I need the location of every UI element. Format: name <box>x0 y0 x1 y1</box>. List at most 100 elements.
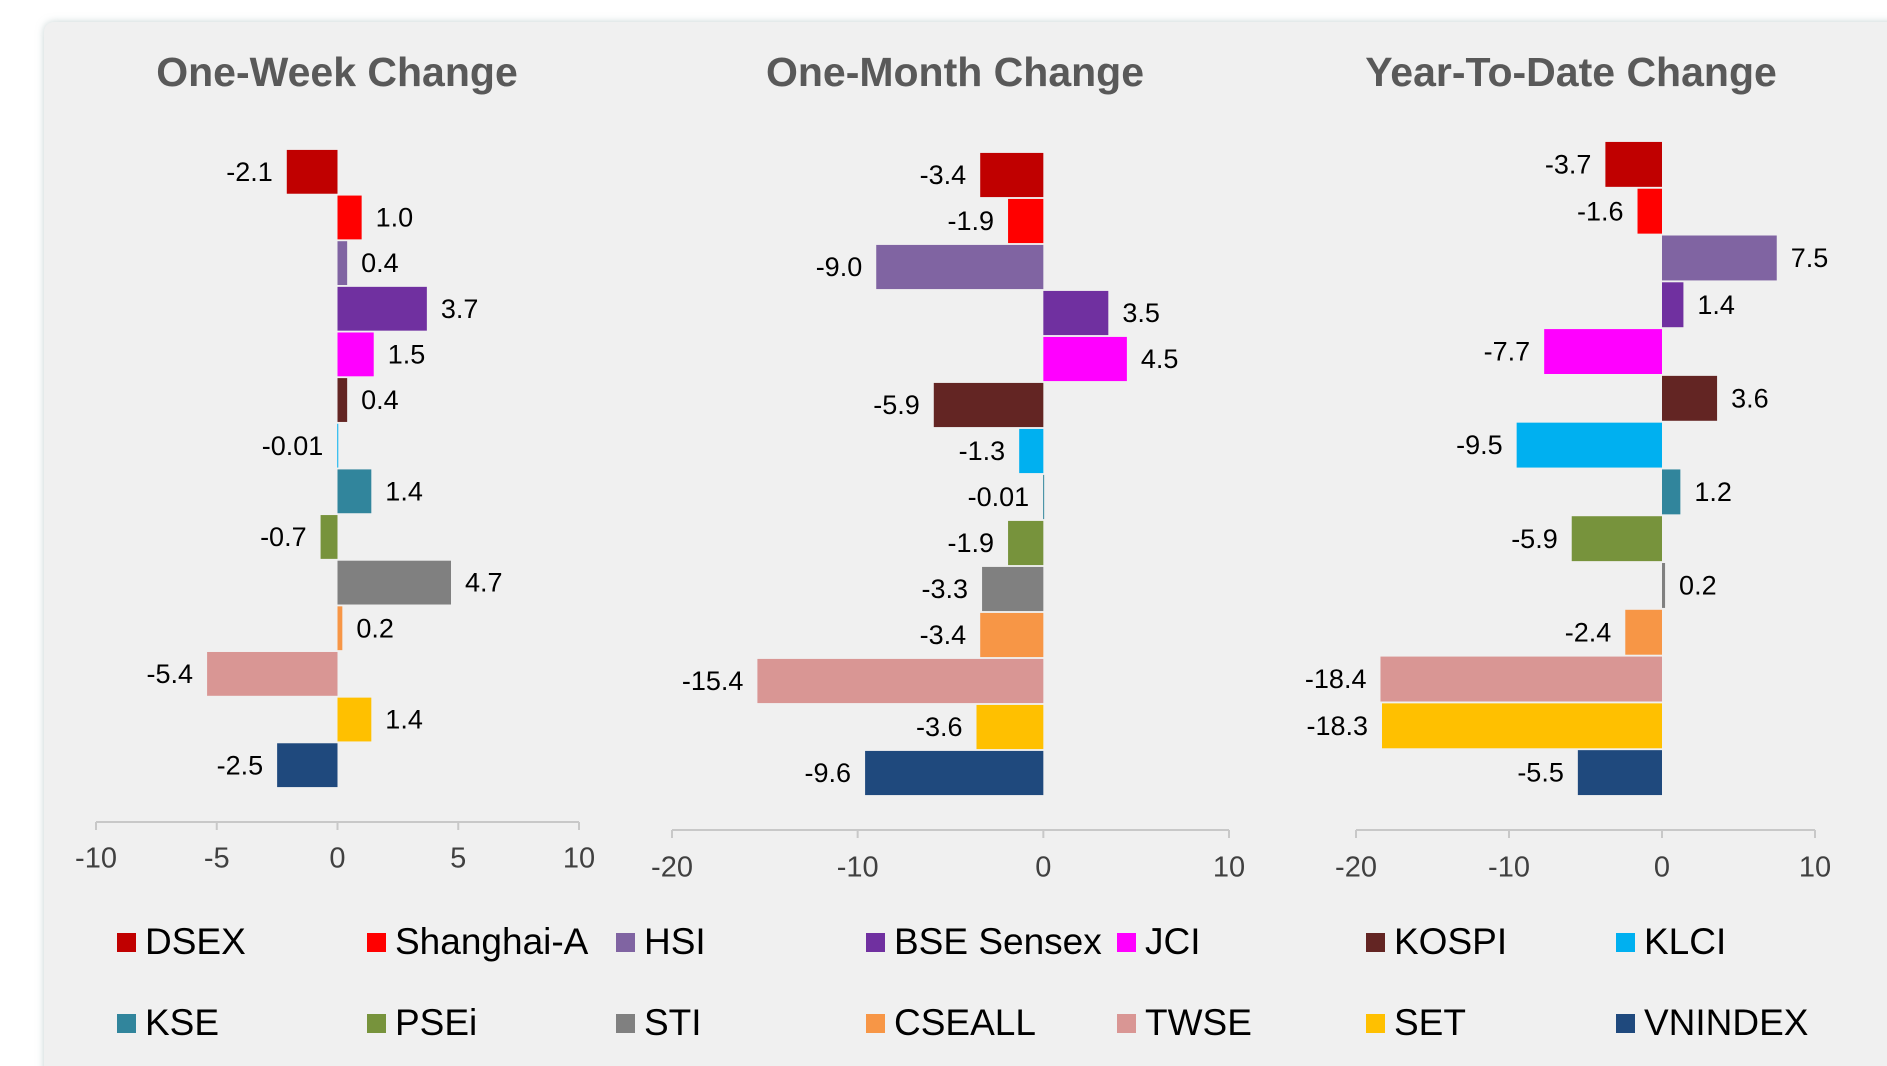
bar <box>337 423 339 468</box>
data-label: -5.9 <box>873 390 920 420</box>
bar <box>976 704 1044 750</box>
chart-title: Year-To-Date Change <box>1365 49 1777 95</box>
legend-swatch <box>866 1014 885 1033</box>
data-label: -1.9 <box>948 528 995 558</box>
data-label: 1.2 <box>1694 477 1732 507</box>
x-tick-label: 0 <box>1654 852 1670 884</box>
data-label: 0.4 <box>361 248 399 278</box>
bar <box>286 149 338 194</box>
bar <box>337 241 348 286</box>
data-label: 0.2 <box>1679 571 1717 601</box>
chart-title: One-Month Change <box>766 49 1144 95</box>
data-label: -9.5 <box>1456 430 1503 460</box>
x-tick-label: -10 <box>837 852 879 884</box>
bar <box>337 697 372 742</box>
data-label: 0.2 <box>356 613 394 643</box>
legend-swatch <box>117 1014 136 1033</box>
x-tick-label: -20 <box>651 852 693 884</box>
data-label: 7.5 <box>1791 243 1829 273</box>
bar <box>277 743 338 788</box>
data-label: -2.4 <box>1565 617 1612 647</box>
bar <box>1380 656 1662 702</box>
data-label: -1.9 <box>948 206 995 236</box>
bar <box>980 152 1044 198</box>
data-label: -2.5 <box>217 750 264 780</box>
legend-label: STI <box>644 1002 702 1043</box>
bar <box>1043 290 1109 336</box>
bar <box>337 378 348 422</box>
data-label: -5.9 <box>1511 524 1558 554</box>
data-label: 4.7 <box>465 568 503 598</box>
legend-label: VNINDEX <box>1644 1002 1808 1043</box>
data-label: -5.4 <box>147 659 194 689</box>
bar <box>1043 336 1127 382</box>
legend-swatch <box>367 1014 386 1033</box>
x-tick-label: -5 <box>204 843 230 875</box>
bar <box>876 244 1044 290</box>
legend-swatch <box>866 933 885 952</box>
bar <box>1544 329 1662 374</box>
data-label: -9.0 <box>816 252 863 282</box>
bar <box>337 195 362 240</box>
data-label: 4.5 <box>1141 344 1179 374</box>
data-label: 3.7 <box>441 294 479 324</box>
data-label: -0.7 <box>260 522 307 552</box>
x-tick-label: -20 <box>1335 852 1377 884</box>
bar <box>337 469 372 514</box>
legend-swatch <box>367 933 386 952</box>
panel <box>44 22 1887 1066</box>
legend-swatch <box>1366 1014 1385 1033</box>
data-label: -3.4 <box>920 160 967 190</box>
data-label: -2.1 <box>226 157 273 187</box>
bar <box>207 651 338 696</box>
bar <box>1662 563 1666 608</box>
bar <box>320 515 338 559</box>
bar <box>1043 474 1045 520</box>
bar <box>1008 198 1044 244</box>
bar <box>1382 703 1662 749</box>
data-label: -15.4 <box>682 666 744 696</box>
x-tick-label: 10 <box>563 843 595 875</box>
chart-title: One-Week Change <box>156 49 518 95</box>
legend-label: KOSPI <box>1394 921 1507 962</box>
bar <box>1571 516 1662 562</box>
bar <box>1662 469 1681 515</box>
legend-label: KSE <box>145 1002 219 1043</box>
legend-swatch <box>616 1014 635 1033</box>
legend-swatch <box>117 933 136 952</box>
legend-swatch <box>1616 933 1635 952</box>
data-label: -1.6 <box>1577 196 1624 226</box>
bar <box>1625 609 1662 655</box>
data-label: 1.4 <box>385 705 423 735</box>
legend-label: SET <box>1394 1002 1466 1043</box>
data-label: 3.6 <box>1731 383 1769 413</box>
bar <box>337 332 374 377</box>
data-label: -18.4 <box>1305 664 1367 694</box>
bar <box>337 560 452 605</box>
bar <box>933 382 1044 428</box>
bar <box>1008 520 1044 566</box>
bar <box>1019 428 1044 474</box>
legend-swatch <box>1117 933 1136 952</box>
legend-swatch <box>1616 1014 1635 1033</box>
data-label: 1.5 <box>388 340 426 370</box>
data-label: -3.7 <box>1545 150 1592 180</box>
legend-label: JCI <box>1145 921 1201 962</box>
bar <box>337 286 427 331</box>
data-label: -0.01 <box>262 431 324 461</box>
legend-swatch <box>616 933 635 952</box>
legend-label: PSEi <box>395 1002 477 1043</box>
bar <box>982 566 1044 612</box>
data-label: -18.3 <box>1306 711 1368 741</box>
legend-label: BSE Sensex <box>894 921 1102 962</box>
data-label: -7.7 <box>1484 337 1531 367</box>
x-tick-label: 0 <box>329 843 345 875</box>
data-label: -3.4 <box>920 620 967 650</box>
bar <box>1577 750 1662 796</box>
legend-swatch <box>1117 1014 1136 1033</box>
x-tick-label: -10 <box>1488 852 1530 884</box>
legend-label: DSEX <box>145 921 246 962</box>
bar <box>1637 188 1662 234</box>
x-tick-label: 10 <box>1799 852 1831 884</box>
